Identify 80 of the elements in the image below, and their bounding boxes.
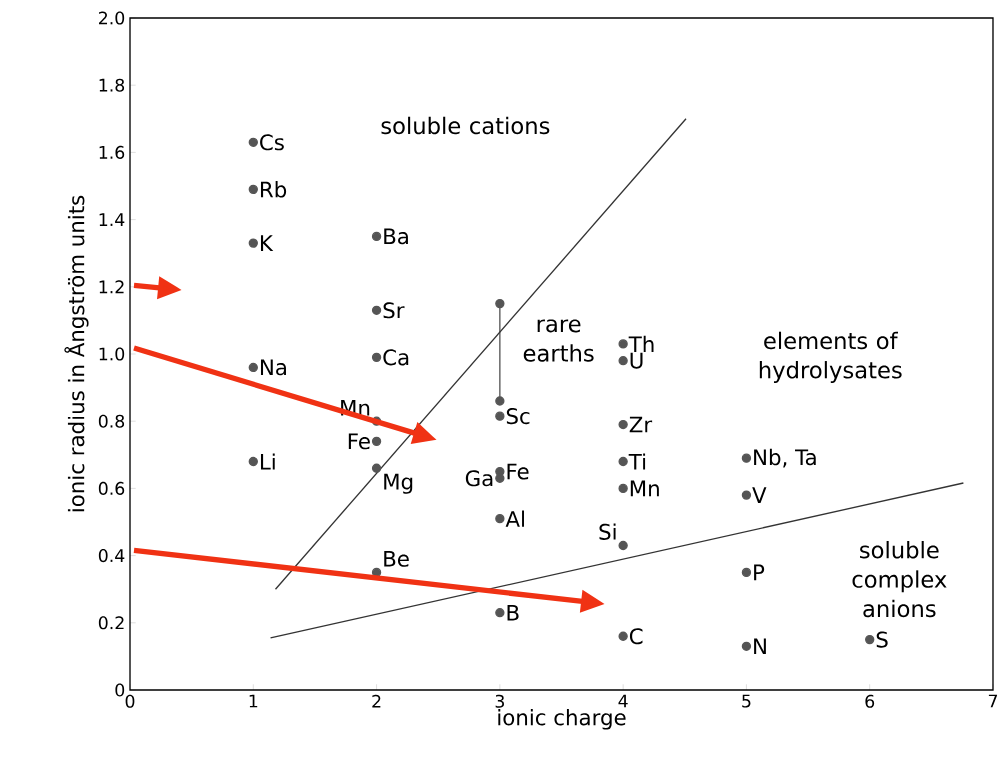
point bbox=[618, 540, 628, 551]
data-label: S bbox=[876, 631, 888, 648]
data-label: Ga bbox=[465, 470, 493, 487]
y-tick-label: 1.6 bbox=[99, 145, 125, 159]
point bbox=[371, 231, 382, 242]
data-label: Si bbox=[599, 523, 616, 540]
data-label: Mn bbox=[630, 480, 659, 497]
data-label: V bbox=[752, 487, 767, 503]
point bbox=[248, 238, 258, 248]
data-label: C bbox=[629, 628, 643, 645]
data-label: Th bbox=[628, 335, 654, 353]
data-label: Ti bbox=[628, 453, 646, 470]
point bbox=[618, 356, 628, 366]
point bbox=[741, 453, 752, 463]
y-axis-title: ionic radius in Ångström units bbox=[64, 195, 89, 512]
data-label: Fe bbox=[507, 463, 529, 480]
data-label: Li bbox=[260, 453, 275, 470]
annotation: rare earths bbox=[523, 319, 594, 362]
data-label: Zr bbox=[629, 416, 653, 433]
y-tick-label: 0.2 bbox=[98, 616, 124, 630]
data-label: Ca bbox=[383, 349, 409, 366]
point bbox=[495, 411, 505, 421]
y-tick-label: 1.0 bbox=[99, 347, 125, 361]
point bbox=[495, 513, 505, 524]
point bbox=[371, 352, 382, 363]
y-tick-label: 2.0 bbox=[99, 11, 125, 25]
y-tick-label: 1.4 bbox=[99, 213, 125, 226]
data-label: Nb, Ta bbox=[754, 448, 816, 468]
data-label: Sr bbox=[383, 302, 405, 319]
x-tick-label: 5 bbox=[742, 694, 751, 708]
y-tick-label: 0.8 bbox=[98, 414, 125, 428]
point bbox=[371, 436, 382, 447]
point bbox=[865, 634, 875, 645]
point bbox=[248, 456, 258, 467]
annotation: soluble cations bbox=[381, 116, 550, 135]
point bbox=[741, 641, 752, 651]
x-tick-label: 2 bbox=[372, 694, 381, 708]
data-label: Fe bbox=[348, 433, 370, 450]
y-tick-label: 0.4 bbox=[98, 549, 125, 563]
data-label: Rb bbox=[260, 181, 287, 198]
x-tick-label: 3 bbox=[495, 694, 504, 708]
x-tick-label: 7 bbox=[988, 694, 998, 708]
point bbox=[618, 419, 628, 430]
point bbox=[495, 608, 505, 618]
point bbox=[741, 567, 752, 578]
data-label: Mg bbox=[384, 473, 413, 494]
point bbox=[741, 490, 752, 500]
data-label: Be bbox=[384, 550, 409, 567]
x-axis-title: ionic charge bbox=[498, 708, 626, 730]
point bbox=[618, 483, 628, 494]
x-tick-label: 1 bbox=[249, 694, 258, 708]
point bbox=[618, 631, 628, 641]
point bbox=[371, 463, 382, 473]
y-tick-label: 1.8 bbox=[99, 78, 125, 92]
x-tick-label: 0 bbox=[125, 694, 135, 708]
y-tick-label: 1.2 bbox=[99, 280, 124, 294]
point bbox=[618, 339, 628, 349]
y-tick-label: 0 bbox=[115, 683, 125, 697]
point bbox=[495, 298, 505, 309]
point bbox=[248, 362, 258, 373]
y-tick-label: 0.6 bbox=[98, 481, 125, 495]
point bbox=[495, 396, 505, 406]
annotation: soluble complex anions bbox=[852, 540, 947, 618]
x-tick-label: 6 bbox=[865, 694, 875, 708]
point bbox=[618, 456, 628, 467]
data-label: Sc bbox=[506, 408, 530, 425]
data-label: N bbox=[754, 638, 766, 655]
point bbox=[248, 137, 258, 147]
data-label: Al bbox=[505, 510, 524, 527]
point bbox=[371, 305, 382, 315]
annotation: elements of hydrolysates bbox=[759, 331, 902, 383]
data-label: K bbox=[260, 235, 274, 251]
data-label: U bbox=[630, 352, 643, 369]
data-label: P bbox=[754, 564, 765, 581]
x-tick-label: 4 bbox=[618, 694, 628, 708]
data-label: Ba bbox=[384, 228, 408, 245]
data-label: Na bbox=[260, 359, 286, 376]
data-label: B bbox=[507, 604, 519, 621]
data-label: Cs bbox=[260, 134, 284, 151]
point bbox=[248, 184, 258, 195]
